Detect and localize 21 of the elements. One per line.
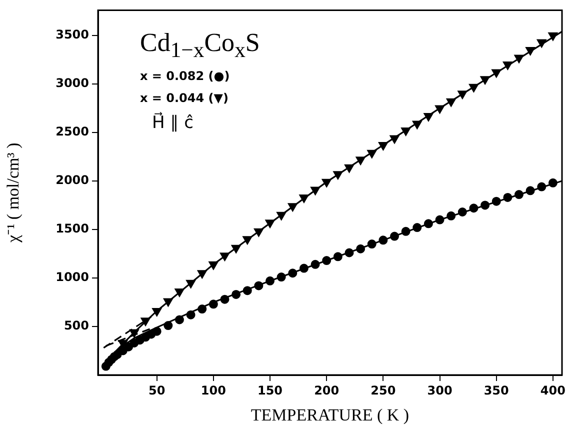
x-tick-label: 100 (200, 383, 226, 398)
y-tick-label: 500 (64, 318, 89, 333)
annotation: x = 0.082 (●) (140, 69, 231, 84)
x-tick-label: 200 (314, 383, 340, 398)
annotation: H⃗ ∥ ĉ (152, 113, 194, 134)
x-axis-title: TEMPERATURE ( K ) (250, 405, 410, 424)
y-tick-label: 1500 (56, 222, 89, 236)
x-tick-label: 300 (427, 383, 452, 398)
x-tick-label: 250 (370, 383, 396, 398)
y-tick-label: 3500 (56, 28, 89, 42)
x-tick-label: 350 (484, 383, 509, 398)
x-tick-label: 400 (540, 383, 566, 398)
annotation: Cd$_{1−x}$Co$_{x}$S (140, 28, 260, 64)
y-axis-title: χ⁻¹ ( mol/cm³ ) (4, 142, 23, 244)
y-tick-label: 2500 (56, 124, 89, 139)
x-tick-label: 50 (148, 383, 166, 398)
x-tick-label: 150 (257, 383, 283, 398)
y-tick-label: 2000 (56, 173, 89, 188)
annotation: x = 0.044 (▼) (140, 91, 230, 106)
y-tick-label: 3000 (56, 76, 89, 90)
y-tick-label: 1000 (56, 270, 89, 284)
